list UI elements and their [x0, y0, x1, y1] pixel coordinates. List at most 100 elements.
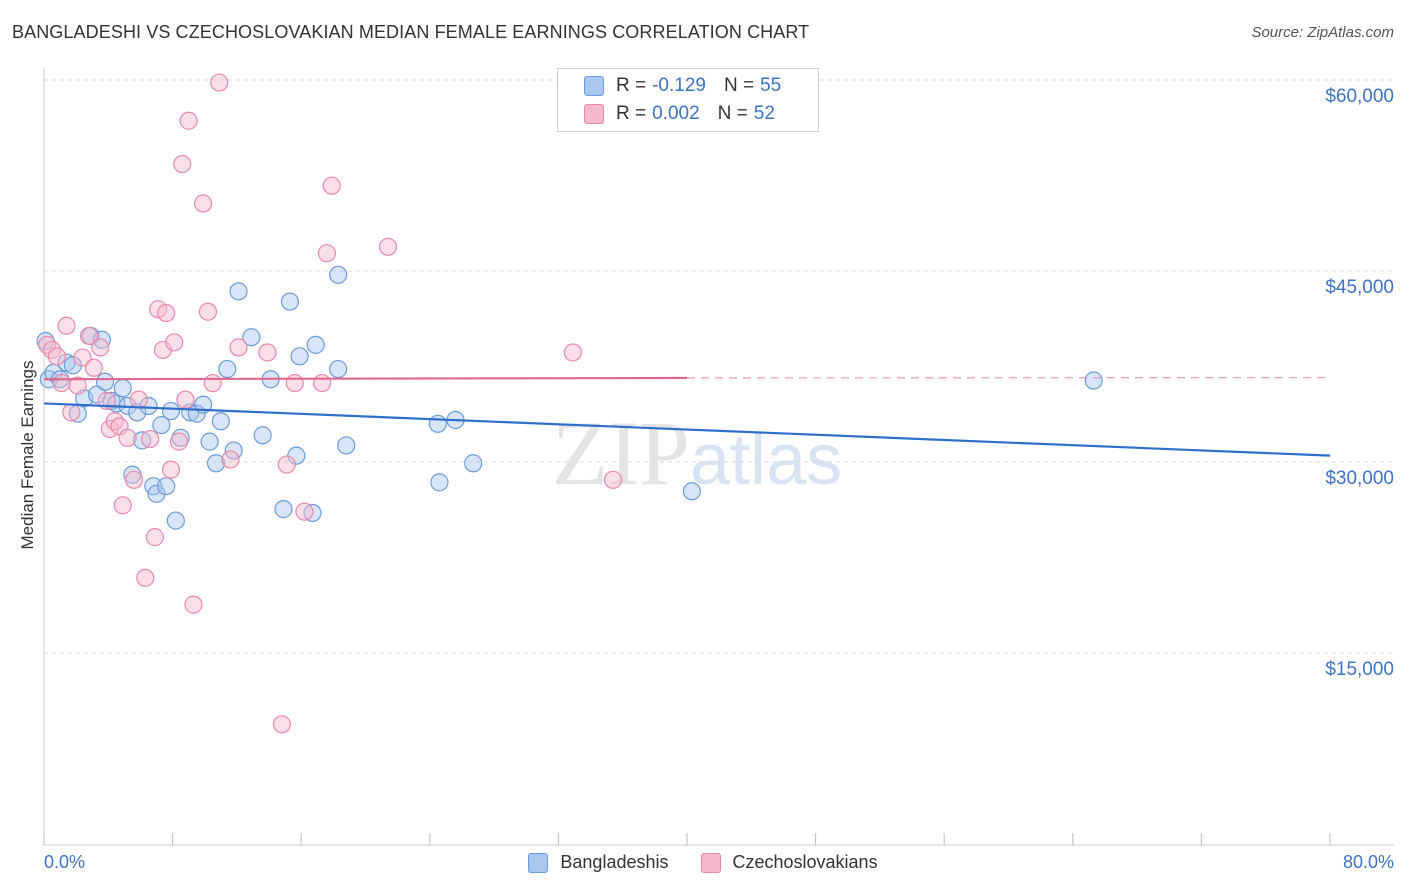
source-label: Source: ZipAtlas.com [1251, 24, 1394, 41]
point-czechoslovakian [84, 358, 103, 377]
point-czechoslovakian [312, 373, 332, 393]
point-bangladeshi [218, 359, 237, 379]
legend-item-czechoslovakians[interactable]: Czechoslovakians [700, 852, 878, 873]
point-czechoslovakian [603, 470, 623, 489]
bottom-legend: Bangladeshis Czechoslovakians [0, 852, 1406, 873]
point-czechoslovakian [277, 455, 296, 474]
legend-r-value: -0.129 [652, 75, 706, 96]
point-czechoslovakian [145, 528, 165, 547]
point-bangladeshi [139, 396, 158, 416]
point-czechoslovakian [169, 432, 189, 451]
legend-item-bangladeshis[interactable]: Bangladeshis [528, 852, 669, 873]
x-tick-min: 0.0% [44, 852, 86, 872]
point-bangladeshi [113, 379, 132, 398]
point-bangladeshi [152, 415, 171, 435]
point-bangladeshi [280, 292, 300, 311]
legend-r-label: R = [616, 75, 647, 96]
point-czechoslovakian [198, 302, 218, 321]
point-czechoslovakian [73, 348, 92, 367]
chart-title: BANGLADESHI VS CZECHOSLOVAKIAN MEDIAN FE… [12, 22, 810, 42]
point-czechoslovakian [258, 343, 277, 362]
legend-n-label: N = [717, 103, 748, 124]
point-bangladeshi [464, 454, 483, 473]
point-czechoslovakian [47, 347, 66, 366]
point-bangladeshi [229, 282, 248, 301]
point-bangladeshi [290, 347, 309, 366]
point-czechoslovakian [179, 111, 198, 130]
point-bangladeshi [63, 356, 83, 375]
point-czechoslovakian [91, 338, 110, 357]
legend-swatch-blue [528, 852, 549, 873]
legend-r-value: 0.002 [652, 103, 700, 124]
point-bangladeshi [161, 401, 181, 421]
legend-n-value: 55 [760, 75, 782, 96]
y-axis-label: Median Female Earnings [18, 360, 37, 550]
legend-label-bangladeshis: Bangladeshis [560, 852, 669, 872]
point-bangladeshi [253, 426, 272, 445]
point-czechoslovakian [378, 237, 398, 256]
legend-n-label: N = [723, 75, 755, 96]
point-czechoslovakian [79, 326, 99, 346]
point-bangladeshi [337, 436, 356, 455]
point-czechoslovakian [210, 73, 229, 92]
x-tick-max: 80.0% [1342, 852, 1394, 872]
point-bangladeshi [211, 412, 230, 431]
point-bangladeshi [1084, 371, 1103, 390]
point-bangladeshi [274, 500, 293, 519]
trendline-czechoslovakians [43, 376, 688, 381]
point-bangladeshi [166, 511, 185, 530]
point-czechoslovakian [295, 502, 314, 521]
point-czechoslovakian [272, 715, 292, 734]
point-czechoslovakian [105, 412, 124, 431]
point-bangladeshi [428, 414, 447, 433]
point-czechoslovakian [113, 496, 132, 515]
point-czechoslovakian [57, 316, 76, 335]
legend-label-czechoslovakians: Czechoslovakians [732, 852, 878, 872]
point-czechoslovakian [176, 390, 195, 409]
y-tick-60000: $60,000 [1325, 86, 1394, 107]
point-czechoslovakian [52, 373, 71, 393]
y-tick-30000: $30,000 [1325, 468, 1394, 489]
point-czechoslovakian [221, 450, 240, 469]
point-czechoslovakian [136, 568, 155, 587]
point-czechoslovakian [140, 429, 160, 449]
point-bangladeshi [147, 484, 166, 503]
legend-swatch-pink [700, 852, 721, 873]
point-czechoslovakian [285, 373, 304, 393]
point-czechoslovakian [563, 343, 582, 362]
point-czechoslovakian [203, 373, 222, 393]
point-bangladeshi [95, 372, 115, 391]
legend-swatch-blue [584, 76, 604, 96]
point-czechoslovakian [322, 176, 341, 195]
legend-swatch-pink [584, 104, 604, 124]
point-czechoslovakian [173, 154, 192, 174]
point-bangladeshi [157, 477, 176, 496]
trendline-bangladeshis [43, 402, 1331, 457]
point-czechoslovakian [124, 470, 144, 489]
point-czechoslovakian [68, 376, 87, 395]
y-tick-45000: $45,000 [1325, 277, 1394, 298]
legend-row-czechoslovakians: R = 0.002 N = 52 [584, 101, 781, 127]
point-czechoslovakian [184, 595, 203, 614]
point-bangladeshi [200, 432, 219, 451]
point-bangladeshi [430, 473, 449, 492]
point-czechoslovakian [165, 333, 184, 352]
point-bangladeshi [306, 335, 325, 354]
point-czechoslovakian [229, 338, 248, 357]
point-czechoslovakian [157, 303, 176, 323]
point-bangladeshi [329, 265, 348, 284]
point-bangladeshi [682, 482, 701, 501]
point-czechoslovakian [317, 244, 337, 263]
correlation-legend: R = -0.129 N = 55 R = 0.002 N = 52 [557, 68, 819, 132]
point-czechoslovakian [161, 460, 181, 479]
watermark-zip: ZIP [552, 402, 690, 504]
point-bangladeshi [206, 454, 226, 473]
point-czechoslovakian [194, 194, 213, 213]
watermark: ZIPatlas [552, 400, 842, 506]
point-czechoslovakian [62, 403, 81, 422]
y-tick-15000: $15,000 [1325, 659, 1394, 680]
point-czechoslovakian [129, 390, 148, 409]
point-czechoslovakian [118, 428, 137, 447]
legend-row-bangladeshis: R = -0.129 N = 55 [584, 73, 787, 99]
